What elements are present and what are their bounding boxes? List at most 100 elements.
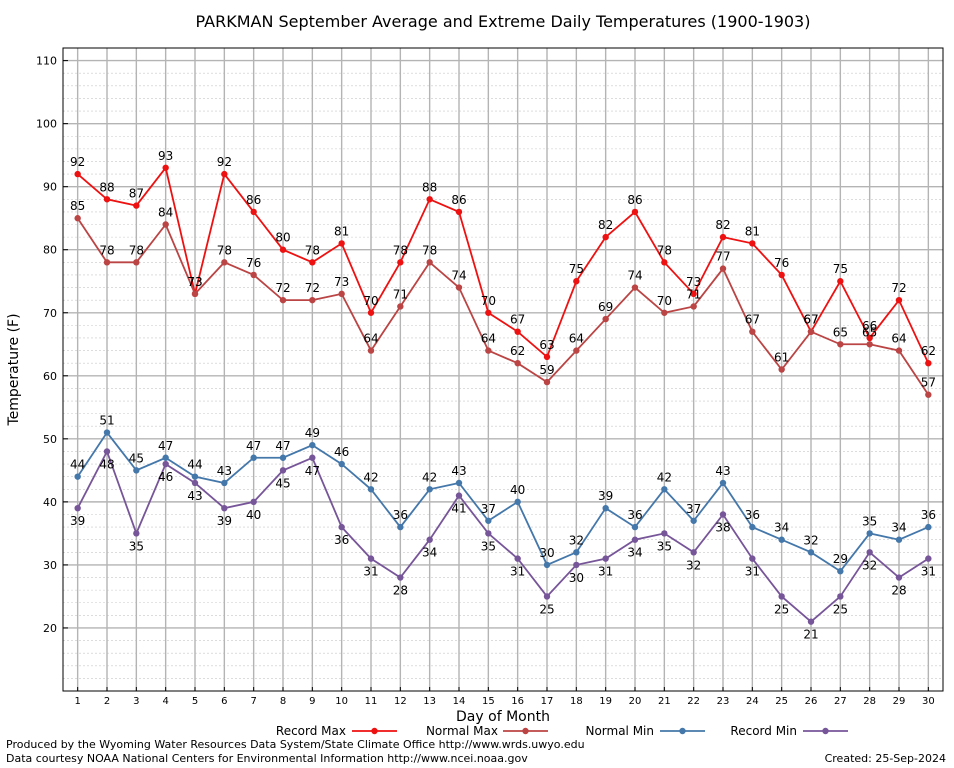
data-label: 59	[539, 363, 554, 377]
legend-item: Normal Min	[585, 724, 705, 738]
data-point	[631, 536, 639, 543]
data-point	[74, 170, 81, 178]
data-point	[455, 479, 463, 487]
data-point	[338, 460, 345, 468]
x-tick-label: 8	[280, 696, 286, 707]
data-point	[749, 523, 756, 531]
data-label: 25	[774, 602, 789, 616]
data-point	[367, 555, 375, 562]
data-label: 35	[481, 539, 496, 553]
data-label: 41	[451, 502, 466, 516]
x-tick-label: 17	[541, 696, 554, 707]
data-point	[778, 366, 785, 373]
data-point	[778, 593, 785, 600]
data-label: 35	[657, 539, 672, 553]
data-label: 37	[481, 502, 496, 516]
data-point	[309, 454, 316, 461]
x-tick-label: 24	[746, 696, 759, 707]
data-label: 70	[657, 294, 672, 308]
data-label: 44	[187, 458, 202, 472]
data-point	[250, 454, 257, 461]
data-point	[250, 271, 257, 279]
data-label: 46	[334, 445, 349, 459]
data-point	[279, 246, 287, 253]
y-tick-label: 50	[43, 433, 57, 446]
data-point	[367, 347, 375, 354]
data-point	[573, 561, 580, 569]
data-point	[778, 271, 785, 279]
series-record-max	[74, 164, 932, 367]
data-point	[837, 278, 844, 285]
data-label: 32	[862, 558, 877, 572]
data-label: 76	[246, 256, 261, 270]
data-point	[866, 549, 873, 556]
data-label: 75	[569, 262, 584, 276]
data-point	[807, 549, 815, 556]
data-point	[925, 391, 932, 398]
data-label: 61	[774, 351, 789, 365]
data-label: 36	[627, 508, 642, 522]
legend-marker	[522, 727, 529, 735]
x-tick-label: 27	[834, 696, 847, 707]
grid-lines	[63, 47, 943, 691]
data-point	[661, 259, 668, 266]
data-label: 39	[70, 514, 85, 528]
data-label: 48	[99, 457, 114, 471]
data-label: 35	[129, 539, 144, 553]
legend-item: Normal Max	[426, 724, 548, 738]
data-labels-normal-max: 85 78 78 84 73 78 76 72 72 73 64 71 78 74 64 62 59 64 69 74…	[70, 199, 936, 390]
legend: Record Max Normal Max Normal Min Record Min	[276, 724, 848, 738]
series-normal-min	[74, 429, 932, 575]
data-point	[309, 259, 316, 266]
data-label: 34	[422, 546, 437, 560]
data-label: 42	[657, 470, 672, 484]
data-point	[719, 479, 727, 487]
data-label: 72	[305, 281, 320, 295]
y-tick-label: 30	[43, 559, 57, 572]
data-label: 31	[510, 565, 525, 579]
data-point	[895, 574, 903, 581]
data-label: 32	[803, 533, 818, 547]
data-labels-record-min: 39 48 35 46 43 39 40 45 47 36 31 28 34 41 35 31 25 30 31 34…	[70, 457, 936, 641]
data-point	[397, 523, 404, 531]
x-tick-label: 11	[365, 696, 378, 707]
data-point	[514, 328, 521, 335]
data-label: 86	[627, 193, 642, 207]
data-point	[221, 170, 228, 178]
data-point	[749, 555, 756, 562]
data-point	[338, 290, 345, 298]
data-label: 87	[129, 187, 144, 201]
series-line	[76, 430, 929, 573]
data-point	[455, 208, 463, 216]
data-label: 42	[422, 470, 437, 484]
data-label: 81	[745, 224, 760, 238]
data-label: 40	[510, 483, 525, 497]
data-label: 65	[862, 325, 877, 339]
data-label: 43	[451, 464, 466, 478]
data-point	[133, 202, 140, 209]
legend-item: Record Min	[730, 724, 848, 738]
data-label: 43	[715, 464, 730, 478]
x-tick-label: 19	[599, 696, 612, 707]
data-point	[279, 296, 287, 304]
y-tick-label: 110	[36, 55, 57, 68]
data-label: 70	[481, 294, 496, 308]
data-label: 84	[158, 206, 173, 220]
data-point	[602, 555, 609, 562]
data-label: 66	[862, 319, 877, 333]
x-tick-label: 29	[893, 696, 906, 707]
data-label: 25	[833, 602, 848, 616]
data-point	[221, 479, 228, 487]
data-point	[191, 473, 199, 480]
created-date: Created: 25-Sep-2024	[824, 752, 946, 765]
legend-marker	[371, 727, 378, 735]
data-point	[426, 196, 433, 203]
data-label: 70	[363, 294, 378, 308]
data-point	[133, 530, 140, 537]
x-tick-label: 13	[423, 696, 436, 707]
data-point	[895, 296, 903, 304]
x-tick-label: 1	[74, 696, 80, 707]
x-tick-label: 12	[394, 696, 407, 707]
data-label: 73	[686, 275, 701, 289]
data-point	[309, 296, 316, 304]
